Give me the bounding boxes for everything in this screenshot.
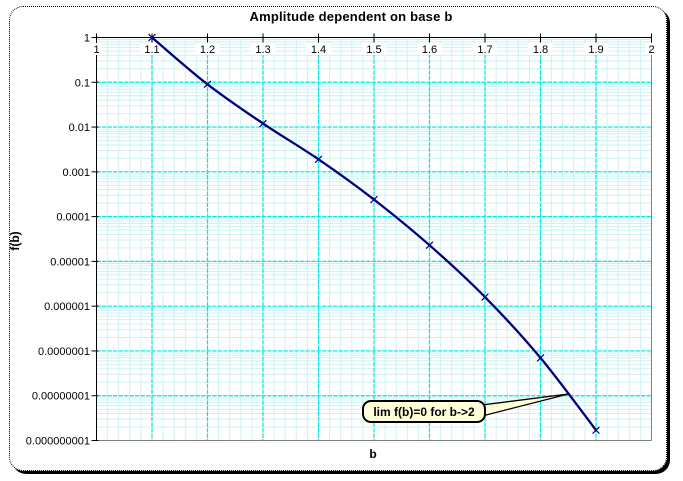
y-tick-label: 0.00001 [50,256,90,268]
y-tick-label: 0.1 [75,77,90,89]
y-tick-label: 0.0000001 [38,346,90,358]
x-tick-label: 1.9 [588,44,603,56]
gridlines-major [96,37,652,441]
x-tick-labels: 1 1.1 1.2 1.3 1.4 1.5 1.6 1.7 1.8 1.9 2 [90,43,658,56]
y-tick-label: 1 [84,33,90,45]
x-tick-label: 1.4 [311,44,326,56]
x-axis-title: b [369,447,377,461]
x-tick-label: 1.2 [200,44,215,56]
plot-frame [96,37,652,441]
x-tick-label: 1.8 [533,44,548,56]
data-point-markers [148,33,600,435]
chart-title: Amplitude dependent on base b [249,9,453,24]
y-tick-label: 0.001 [62,167,90,179]
x-tick-label: 1.6 [422,44,437,56]
y-axis-title: f(b) [8,231,22,251]
x-tick-label: 1.5 [366,44,381,56]
x-tick-label: 1.1 [144,44,159,56]
y-tick-label: 0.00000001 [32,391,90,403]
y-tick-label: 0.000001 [44,301,90,313]
axes [91,33,652,441]
x-tick-label: 2 [648,44,654,56]
x-tick-label: 1 [93,44,99,56]
y-tick-label: 0.0001 [56,212,90,224]
y-tick-label: 0.000000001 [26,436,90,448]
y-tick-labels: 1 0.1 0.01 0.001 0.0001 0.00001 0.000001 0.0000… [26,33,90,448]
callout-annotation: lim f(b)=0 for b->2 [362,400,486,423]
x-tick-label: 1.7 [477,44,492,56]
y-tick-label: 0.01 [69,122,90,134]
x-tick-label: 1.3 [255,44,270,56]
